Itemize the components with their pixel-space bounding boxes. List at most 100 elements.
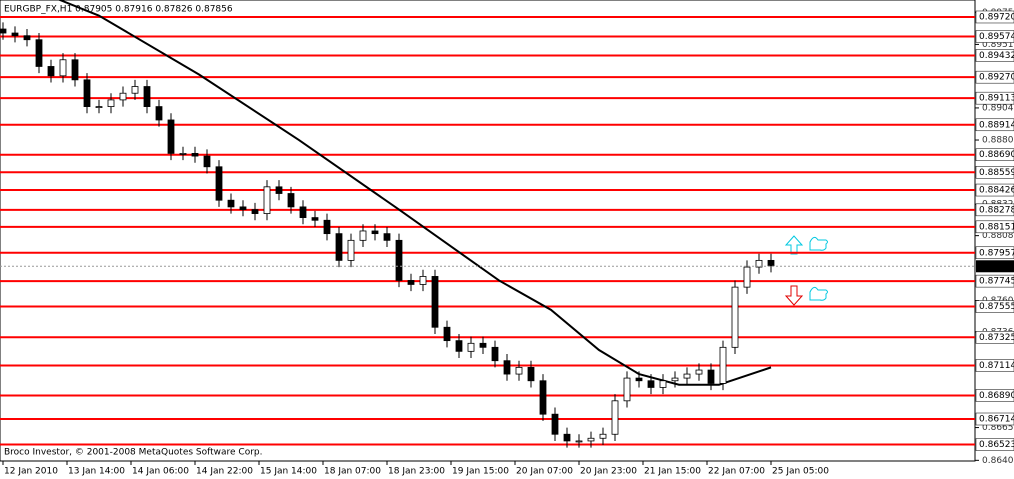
- moving-average: [58, 0, 772, 386]
- level-label-box: [975, 220, 1014, 234]
- level-label-box: [975, 118, 1014, 132]
- candle-body: [599, 433, 607, 439]
- level-label: 0.88278: [979, 205, 1014, 215]
- candle-body: [11, 32, 19, 37]
- candle-body: [443, 326, 451, 342]
- candle-body: [71, 59, 79, 81]
- level-label-box: [975, 91, 1014, 105]
- y-tick-label: 0.86405: [982, 456, 1014, 466]
- candle-body: [83, 79, 91, 107]
- candle-body: [323, 219, 331, 235]
- level-label: 0.89270: [979, 73, 1014, 83]
- candle-body: [563, 433, 571, 442]
- candle-body: [227, 199, 235, 208]
- candle-body: [395, 239, 403, 281]
- level-label-box: [975, 10, 1014, 24]
- candle-body: [491, 346, 499, 362]
- candle-body: [359, 230, 367, 241]
- candle-body: [59, 59, 67, 77]
- x-tick-label: 20 Jan 07:00: [516, 467, 573, 477]
- candle-body: [419, 276, 427, 285]
- chart-title: EURGBP_FX,H1 0.87905 0.87916 0.87826 0.8…: [4, 5, 233, 15]
- level-label-box: [975, 389, 1014, 402]
- candle-body: [635, 377, 643, 382]
- footer: Broco Investor, © 2001-2008 MetaQuotes S…: [4, 448, 263, 458]
- level-label: 0.87114: [979, 361, 1014, 371]
- candle-body: [611, 400, 619, 435]
- level-label-box: [975, 30, 1014, 43]
- candle-body: [263, 186, 271, 214]
- level-label-box: [975, 438, 1014, 451]
- candle-body: [371, 230, 379, 235]
- candle-body: [287, 193, 295, 208]
- candle-body: [239, 206, 247, 210]
- candle-body: [383, 233, 391, 241]
- candle-body: [215, 166, 223, 201]
- candle-body: [191, 152, 199, 157]
- x-tick-label: 21 Jan 15:00: [644, 467, 701, 477]
- y-tick-label: 0.88085: [982, 231, 1014, 241]
- level-label: 0.88426: [979, 186, 1014, 196]
- level-label: 0.88690: [979, 150, 1014, 160]
- candle-body: [743, 266, 751, 288]
- level-label: 0.87745: [979, 277, 1014, 287]
- current-price-label: 0.87856: [979, 262, 1014, 272]
- x-tick-label: 19 Jan 15:00: [452, 467, 509, 477]
- level-label: 0.89113: [979, 94, 1014, 104]
- candle-body: [155, 106, 163, 121]
- x-tick-label: 14 Jan 06:00: [132, 467, 189, 477]
- level-label: 0.88914: [979, 120, 1014, 130]
- candle-body: [311, 217, 319, 221]
- candle-body: [683, 373, 691, 379]
- candle-body: [767, 259, 775, 267]
- signal-arrows: [784, 235, 828, 306]
- candle-body: [575, 440, 583, 443]
- candle-body: [35, 39, 43, 67]
- x-tick-label: 25 Jan 05:00: [772, 467, 829, 477]
- level-label: 0.89432: [979, 51, 1014, 61]
- level-label-box: [975, 49, 1014, 62]
- x-tick-label: 22 Jan 07:00: [708, 467, 765, 477]
- candle-body: [335, 233, 343, 261]
- x-tick-label: 15 Jan 14:00: [260, 467, 317, 477]
- candle-body: [143, 86, 151, 107]
- candle-body: [719, 346, 727, 384]
- candle-body: [707, 369, 715, 384]
- level-label-box: [975, 70, 1014, 84]
- down-arrow: [784, 285, 804, 306]
- level-label: 0.89574: [979, 32, 1014, 42]
- candle-body: [107, 99, 115, 107]
- candle-body: [167, 119, 175, 154]
- x-tick-label: 20 Jan 23:00: [580, 467, 637, 477]
- level-label-box: [975, 148, 1014, 161]
- level-label-box: [975, 166, 1014, 179]
- x-tick-label: 14 Jan 22:00: [196, 467, 253, 477]
- level-label: 0.88151: [979, 222, 1014, 232]
- candle-body: [671, 377, 679, 382]
- candle-body: [515, 366, 523, 375]
- candle-body: [695, 369, 703, 375]
- up-arrow: [784, 235, 804, 255]
- level-label-box: [975, 183, 1014, 197]
- candle-body: [647, 380, 655, 388]
- level-label: 0.87325: [979, 333, 1014, 343]
- candle-body: [527, 366, 535, 382]
- candle-body: [587, 437, 595, 442]
- candle-body: [755, 259, 763, 268]
- thumb-icon: [809, 236, 828, 251]
- candle-body: [299, 206, 307, 218]
- level-label: 0.87957: [979, 248, 1014, 258]
- x-tick-label: 13 Jan 14:00: [68, 467, 125, 477]
- candle-body: [431, 276, 439, 328]
- thumb-icon: [809, 286, 828, 301]
- level-label-box: [975, 274, 1014, 288]
- candle-body: [539, 380, 547, 415]
- candle-body: [131, 86, 139, 94]
- candle-body: [551, 413, 559, 435]
- level-label: 0.86890: [979, 391, 1014, 401]
- plot-frame: [0, 0, 976, 462]
- current-price-box: [976, 260, 1014, 273]
